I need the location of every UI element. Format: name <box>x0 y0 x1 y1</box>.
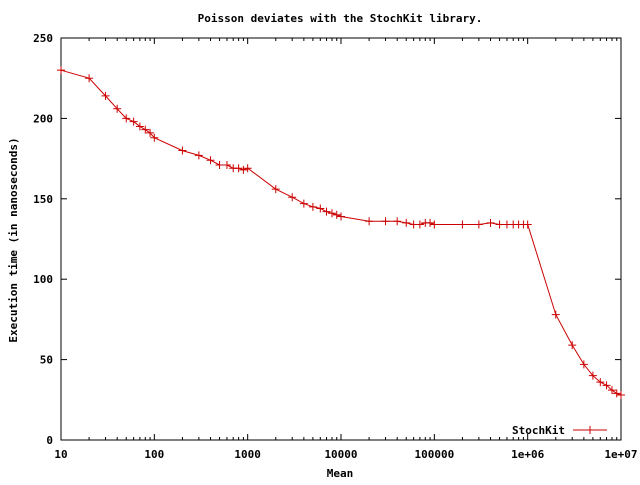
data-point <box>129 117 138 126</box>
legend-label: StochKit <box>512 424 565 437</box>
data-point <box>607 386 616 395</box>
data-point <box>194 151 203 160</box>
data-point <box>332 210 341 219</box>
data-point <box>122 114 131 123</box>
y-axis-ticks: 0 50 100 150 200 250 <box>33 32 621 447</box>
data-point <box>222 161 231 170</box>
data-point <box>579 360 588 369</box>
x-tick-label: 10 <box>54 448 67 461</box>
data-point <box>402 218 411 227</box>
x-tick-label: 1000 <box>234 448 261 461</box>
data-point <box>365 217 374 226</box>
x-tick-label: 10000 <box>324 448 357 461</box>
data-point <box>234 164 243 173</box>
data-point <box>486 218 495 227</box>
data-point <box>243 164 252 173</box>
chart-title: Poisson deviates with the StochKit libra… <box>198 12 483 25</box>
data-point <box>337 212 345 221</box>
legend: StochKit <box>512 424 607 437</box>
data-point <box>588 371 597 380</box>
data-point <box>602 381 611 390</box>
data-point <box>141 125 150 134</box>
y-tick-label: 50 <box>40 354 53 367</box>
data-point <box>150 133 159 142</box>
data-point <box>568 341 577 350</box>
data-point <box>393 217 402 226</box>
data-point <box>85 74 94 83</box>
data-point <box>135 122 144 131</box>
data-point <box>206 156 215 165</box>
data-point <box>551 310 560 319</box>
y-tick-label: 100 <box>33 273 53 286</box>
data-point <box>215 161 224 170</box>
data-point <box>299 199 308 208</box>
y-axis-label: Execution time (in nanoseconds) <box>7 137 20 342</box>
x-axis-label: Mean <box>327 467 354 480</box>
data-point <box>178 146 187 155</box>
data-point <box>474 220 483 229</box>
y-tick-label: 200 <box>33 112 53 125</box>
data-point <box>495 220 504 229</box>
data-point <box>271 185 280 194</box>
x-tick-label: 100 <box>144 448 164 461</box>
x-tick-label: 1e+07 <box>604 448 637 461</box>
y-tick-label: 250 <box>33 32 53 45</box>
plot-frame <box>60 37 622 441</box>
legend-marker <box>586 426 594 434</box>
y-tick-label: 150 <box>33 193 53 206</box>
data-point <box>57 66 65 75</box>
data-point <box>596 378 605 387</box>
data-point <box>415 220 424 229</box>
x-tick-label: 1e+06 <box>511 448 544 461</box>
data-point <box>612 389 621 398</box>
data-point <box>316 204 325 213</box>
x-tick-label: 100000 <box>414 448 454 461</box>
data-point <box>426 218 435 227</box>
data-point <box>146 128 155 137</box>
data-point <box>617 390 625 399</box>
data-point <box>308 202 317 211</box>
data-point <box>381 217 390 226</box>
data-point <box>113 104 122 113</box>
series-layer <box>57 66 625 399</box>
x-axis-ticks: 10 100 1000 10000 100000 1e+06 1e+07 <box>54 38 638 461</box>
data-point <box>327 209 336 218</box>
data-point <box>523 220 532 229</box>
data-point <box>101 91 110 100</box>
y-tick-label: 0 <box>46 434 53 447</box>
data-point <box>288 193 297 202</box>
data-point <box>458 220 467 229</box>
data-point <box>239 165 248 174</box>
data-point <box>322 207 331 216</box>
series-line <box>60 69 622 396</box>
data-point <box>430 220 439 229</box>
